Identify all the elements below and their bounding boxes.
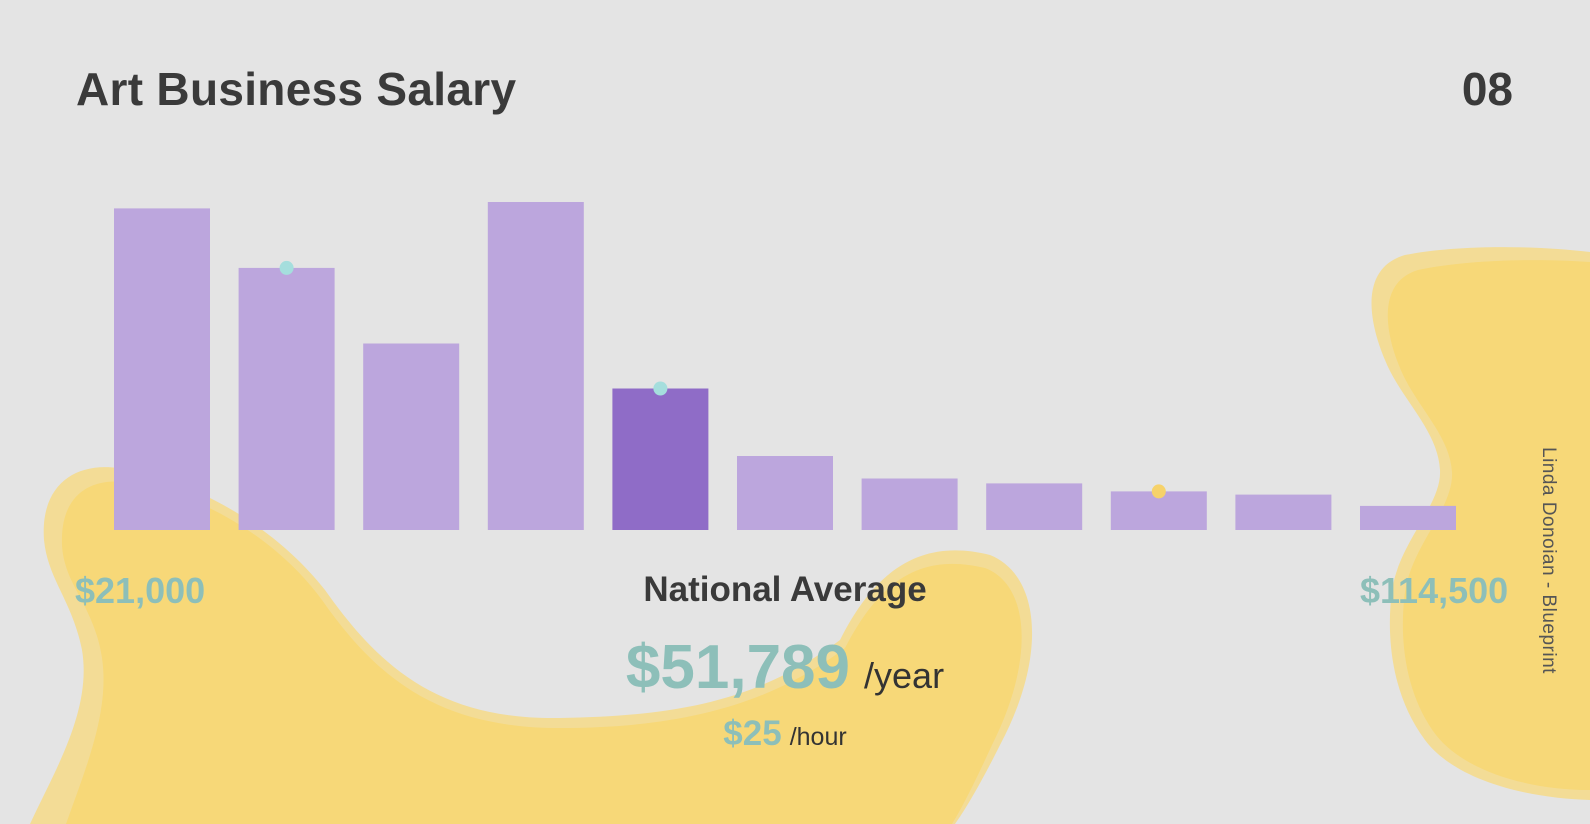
bar (737, 456, 833, 530)
yearly-salary: $51,789/year (0, 632, 1570, 703)
decor-blobs (30, 247, 1590, 824)
left-blob (61, 481, 1022, 824)
bar (1360, 505, 1456, 530)
bar-marker-dot (279, 260, 294, 275)
range-min-label: $21,000 (75, 570, 206, 611)
page-number: 08 (1461, 63, 1513, 115)
page-title: Art Business Salary (76, 63, 517, 115)
bar-marker-dot (1151, 484, 1166, 499)
yearly-amount: $51,789 (625, 633, 851, 702)
bar-chart (114, 202, 1456, 530)
bar-marker-dot (653, 381, 668, 396)
right-blob (1387, 260, 1590, 791)
hourly-salary: $25/hour (0, 714, 1570, 754)
bar (363, 343, 460, 530)
bar (861, 478, 958, 530)
hourly-amount: $25 (723, 714, 782, 753)
bar (238, 267, 335, 530)
bar (1235, 494, 1332, 530)
national-average-title: National Average (643, 570, 927, 609)
author-credit: Linda Donoian - Blueprint (1538, 447, 1559, 674)
range-max-label: $114,500 (1360, 570, 1509, 611)
yearly-unit: /year (864, 655, 945, 696)
bar (114, 208, 210, 530)
bar-markers (279, 260, 1166, 499)
bar-national-average (612, 388, 709, 530)
bar (487, 202, 584, 530)
hourly-unit: /hour (789, 723, 847, 751)
bar (986, 483, 1083, 530)
